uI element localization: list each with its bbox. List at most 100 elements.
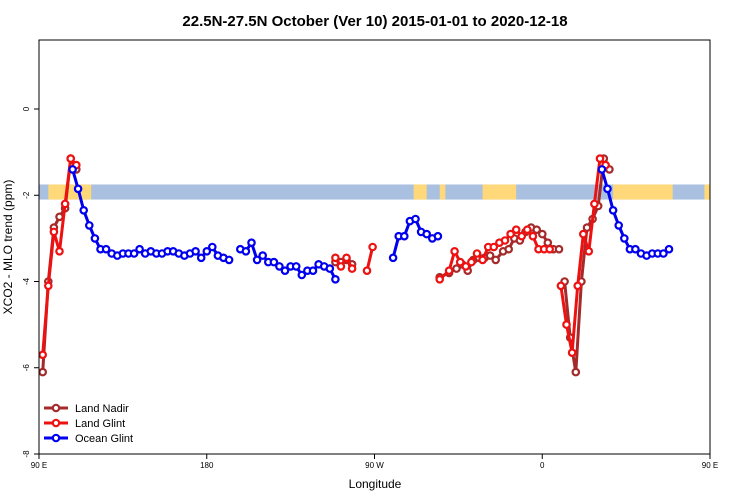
- data-point: [269, 257, 279, 267]
- data-point: [504, 244, 514, 254]
- data-point: [435, 274, 445, 284]
- data-point: [485, 251, 495, 260]
- band-land-3: [482, 184, 517, 200]
- data-point: [467, 257, 476, 267]
- data-point: [135, 244, 144, 254]
- data-point: [224, 255, 234, 265]
- data-point: [347, 264, 357, 273]
- data-point: [362, 266, 372, 276]
- x-tick-label: 90 W: [365, 461, 384, 470]
- data-point: [66, 154, 76, 163]
- data-point: [399, 231, 409, 241]
- data-point: [444, 266, 454, 276]
- legend-label: Land Nadir: [75, 403, 129, 415]
- data-point: [567, 348, 577, 358]
- data-point: [336, 262, 346, 271]
- series-ocean-glint: [68, 165, 674, 284]
- y-tick-label: -8: [22, 450, 31, 458]
- data-point: [619, 234, 629, 243]
- data-point: [528, 231, 538, 241]
- data-point: [68, 165, 77, 174]
- background-band: [39, 184, 710, 200]
- data-point: [584, 247, 594, 256]
- data-point: [556, 281, 566, 291]
- data-point: [191, 247, 200, 256]
- data-point: [659, 249, 668, 258]
- legend-label: Land Glint: [75, 418, 125, 430]
- series-layer: [39, 154, 674, 377]
- band-ocean: [39, 184, 710, 200]
- x-tick-label: 180: [200, 461, 214, 470]
- data-point: [571, 367, 581, 377]
- data-point: [478, 255, 487, 265]
- data-point: [614, 221, 624, 230]
- data-point: [590, 199, 599, 209]
- data-point: [325, 264, 335, 273]
- data-point: [422, 229, 432, 239]
- legend: Land Nadir Land Glint Ocean Glint: [44, 403, 133, 445]
- data-point: [79, 206, 89, 215]
- y-tick-label: -6: [22, 364, 31, 372]
- data-point: [308, 266, 318, 276]
- y-axis-label: XCO2 - MLO trend (ppm): [1, 180, 15, 315]
- data-point: [252, 255, 262, 265]
- y-tick-label: -2: [22, 191, 31, 199]
- data-point: [368, 242, 377, 252]
- chart-title: 22.5N-27.5N October (Ver 10) 2015-01-01 …: [182, 13, 567, 30]
- data-point: [196, 253, 206, 263]
- data-point: [582, 223, 592, 232]
- data-point: [517, 231, 527, 241]
- band-land-5: [704, 184, 710, 200]
- band-land-4: [613, 184, 673, 200]
- data-point: [39, 367, 47, 377]
- data-point: [331, 274, 340, 284]
- y-tick-label: -4: [22, 277, 31, 285]
- data-point: [39, 350, 47, 360]
- data-point: [506, 229, 515, 239]
- band-land-2: [439, 184, 446, 200]
- data-point: [573, 281, 583, 291]
- data-point: [291, 262, 301, 271]
- data-point: [331, 253, 340, 263]
- data-point: [129, 249, 139, 258]
- data-point: [461, 262, 471, 271]
- x-axis-label: Longitude: [349, 477, 402, 491]
- data-point: [554, 244, 564, 254]
- data-point: [603, 184, 612, 194]
- data-point: [608, 206, 618, 215]
- legend-label: Ocean Glint: [75, 433, 133, 445]
- data-point: [258, 251, 268, 260]
- data-point: [55, 212, 64, 222]
- data-point: [562, 320, 571, 329]
- data-point: [664, 244, 674, 254]
- legend-marker: [51, 433, 61, 443]
- data-point: [85, 221, 94, 230]
- data-point: [241, 247, 251, 256]
- data-point: [275, 262, 284, 271]
- y-tick-label: 0: [22, 106, 31, 111]
- data-point: [411, 214, 420, 224]
- data-point: [280, 266, 290, 276]
- series-line-segment: [334, 256, 354, 270]
- data-point: [433, 231, 443, 241]
- data-point: [472, 249, 482, 258]
- data-point: [55, 247, 64, 256]
- data-point: [491, 255, 501, 265]
- data-point: [522, 225, 532, 235]
- data-point: [342, 253, 351, 263]
- legend-marker: [51, 403, 61, 413]
- data-point: [247, 238, 256, 248]
- data-point: [597, 165, 607, 174]
- data-point: [452, 264, 461, 273]
- data-point: [578, 229, 588, 239]
- legend-marker: [51, 418, 61, 428]
- band-land-1: [413, 184, 427, 200]
- data-point: [73, 184, 83, 194]
- series-land-glint: [39, 154, 610, 360]
- x-tick-label: 90 E: [702, 461, 718, 470]
- data-point: [450, 247, 459, 256]
- data-point: [455, 257, 465, 267]
- data-point: [388, 253, 398, 263]
- x-tick-label: 90 E: [31, 461, 47, 470]
